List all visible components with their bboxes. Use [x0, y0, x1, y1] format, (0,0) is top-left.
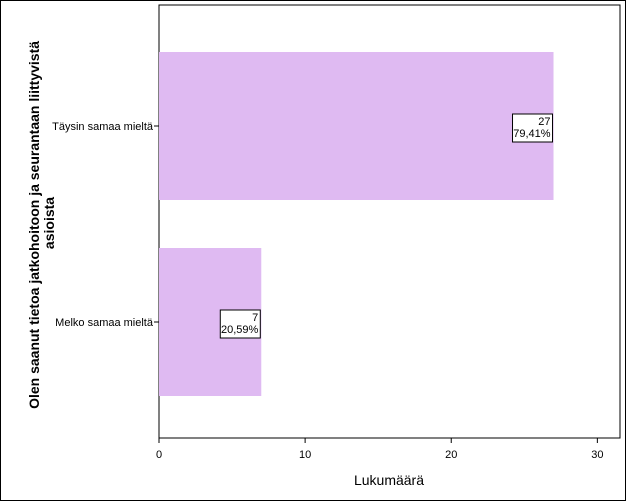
data-label-percent: 79,41% [513, 128, 551, 140]
y-tick-label-1: Täysin samaa mieltä [52, 121, 154, 133]
x-tick-label-1: 0 [156, 449, 162, 461]
x-axis-title: Lukumäärä [354, 472, 424, 488]
x-tick-label-4: 30 [591, 449, 603, 461]
bar-1 [159, 52, 554, 200]
data-label-box [512, 113, 554, 143]
y-tick-label-2: Melko samaa mieltä [55, 317, 154, 329]
data-label-percent: 20,59% [221, 324, 259, 336]
x-tick-label-3: 20 [445, 449, 457, 461]
data-label-count: 27 [538, 116, 550, 128]
y-axis-title-line-1: Olen saanut tietoa jatkohoitoon ja seura… [26, 41, 42, 409]
data-label-count: 7 [252, 312, 258, 324]
data-label-box [219, 309, 261, 339]
y-axis-title: Olen saanut tietoa jatkohoitoon ja seura… [26, 37, 57, 409]
y-axis-title-line-2: asioista [41, 197, 57, 249]
x-tick-label-2: 10 [299, 449, 311, 461]
data-label-2: 720,59% [219, 309, 261, 339]
